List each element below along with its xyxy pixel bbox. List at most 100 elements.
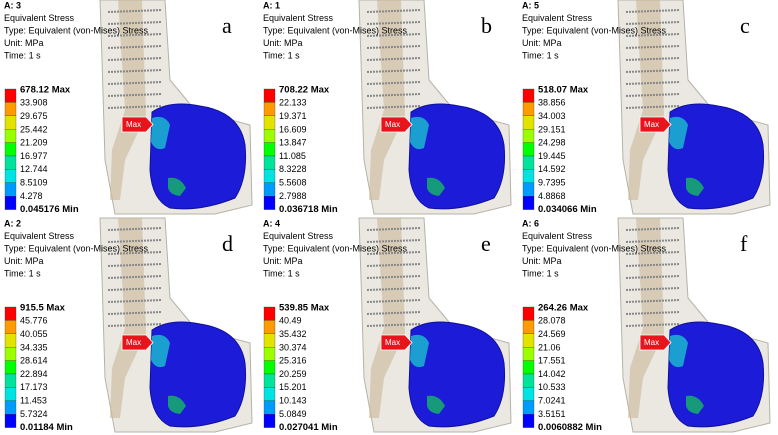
legend-label: 518.07 Max: [538, 85, 589, 96]
header-line: Unit: MPa: [4, 256, 44, 266]
legend-swatch: [263, 347, 276, 361]
max-tag: [121, 334, 154, 351]
header-line: Equivalent Stress: [522, 231, 593, 241]
legend-swatch: [263, 387, 276, 401]
header-line: A: 6: [522, 218, 539, 228]
legend-swatch: [522, 155, 535, 170]
legend-swatch: [522, 102, 535, 116]
stress-zone: [151, 116, 170, 150]
header-line: A: 4: [263, 218, 280, 228]
legend-label: 21.209: [20, 138, 48, 148]
header-line: Equivalent Stress: [263, 231, 334, 241]
screw: [366, 311, 422, 315]
screw: [107, 69, 163, 73]
screw: [107, 311, 163, 315]
legend-swatch: [263, 129, 276, 143]
legend-label: 15.201: [279, 382, 307, 392]
legend-swatch: [263, 196, 276, 210]
implant-plate: [110, 218, 146, 418]
legend-label: 12.744: [20, 164, 48, 174]
header-line: Time: 1 s: [4, 268, 41, 278]
legend-swatch: [522, 333, 535, 348]
screw: [625, 227, 681, 231]
max-tag-label: Max: [385, 120, 400, 129]
legend-swatch: [4, 333, 17, 348]
panel-letter: b: [481, 13, 492, 38]
legend-swatch: [263, 169, 276, 183]
panel: Max d A: 2 Equivalent Stress Type: Equivalen…: [4, 217, 253, 433]
legend-swatch: [263, 306, 276, 321]
screw: [107, 21, 163, 25]
screw: [625, 105, 681, 109]
screw: [107, 323, 163, 327]
legend-swatch: [522, 360, 535, 375]
legend-label: 30.374: [279, 342, 307, 352]
legend-label: 22.894: [20, 369, 48, 379]
legend-swatch: [4, 142, 17, 157]
legend-swatch: [263, 400, 276, 415]
legend-swatch: [522, 142, 535, 157]
header-line: Unit: MPa: [522, 256, 562, 266]
max-tag-label: Max: [644, 120, 659, 129]
legend-label: 34.335: [20, 342, 48, 352]
legend-swatch: [522, 320, 535, 334]
header-line: Time: 1 s: [263, 50, 300, 60]
header-line: Time: 1 s: [4, 50, 41, 60]
legend-swatch: [263, 360, 276, 375]
header-line: Equivalent Stress: [263, 13, 334, 23]
max-tag: [639, 334, 672, 351]
screw: [366, 299, 422, 303]
stress-zone: [410, 334, 429, 368]
panel: Max b A: 1 Equivalent Stress Type: Equivalen…: [263, 0, 512, 215]
screw: [366, 33, 422, 37]
screw: [625, 9, 681, 13]
stress-zone: [686, 177, 704, 196]
screw: [625, 263, 681, 267]
legend-label: 17.173: [20, 382, 48, 392]
legend-label: 25.316: [279, 356, 307, 366]
stress-zone: [151, 334, 170, 368]
stress-zone: [427, 395, 445, 414]
screw: [625, 93, 681, 97]
screw: [107, 251, 163, 255]
screw: [107, 227, 163, 231]
legend-swatch: [263, 182, 276, 197]
screw: [625, 57, 681, 61]
legend-label: 8.5109: [20, 177, 48, 187]
legend-label: 0.036718 Min: [279, 204, 338, 215]
legend-label: 22.133: [279, 98, 307, 108]
screw: [366, 21, 422, 25]
legend-label: 16.609: [279, 124, 307, 134]
screw: [107, 81, 163, 85]
panel: Max f A: 6 Equivalent Stress Type: Equivalen…: [522, 217, 771, 433]
legend-label: 4.278: [20, 191, 43, 201]
legend-label: 21.06: [538, 342, 561, 352]
panel-letter: a: [222, 13, 232, 38]
header-line: A: 5: [522, 0, 539, 10]
implant-plate: [628, 0, 664, 200]
max-tag: [380, 334, 413, 351]
legend-label: 708.22 Max: [279, 85, 330, 96]
header-line: Unit: MPa: [4, 38, 44, 48]
legend-swatch: [4, 347, 17, 361]
legend-swatch: [263, 333, 276, 348]
legend-label: 0.0060882 Min: [538, 422, 602, 433]
legend-label: 29.675: [20, 111, 48, 121]
legend-swatch: [263, 115, 276, 130]
legend-swatch: [522, 129, 535, 143]
header-line: Type: Equivalent (von-Mises) Stress: [522, 25, 667, 35]
panel: Max e A: 4 Equivalent Stress Type: Equivalen…: [263, 217, 512, 433]
legend-swatch: [4, 115, 17, 130]
legend-swatch: [263, 102, 276, 116]
legend-swatch: [4, 196, 17, 210]
legend-swatch: [522, 414, 535, 428]
header-line: Type: Equivalent (von-Mises) Stress: [263, 25, 408, 35]
panel-letter: c: [740, 13, 750, 38]
legend-swatch: [522, 306, 535, 321]
legend-swatch: [4, 169, 17, 183]
screw: [107, 45, 163, 49]
legend-label: 0.01184 Min: [20, 422, 73, 433]
legend-label: 915.5 Max: [20, 303, 66, 314]
legend-swatch: [4, 360, 17, 375]
